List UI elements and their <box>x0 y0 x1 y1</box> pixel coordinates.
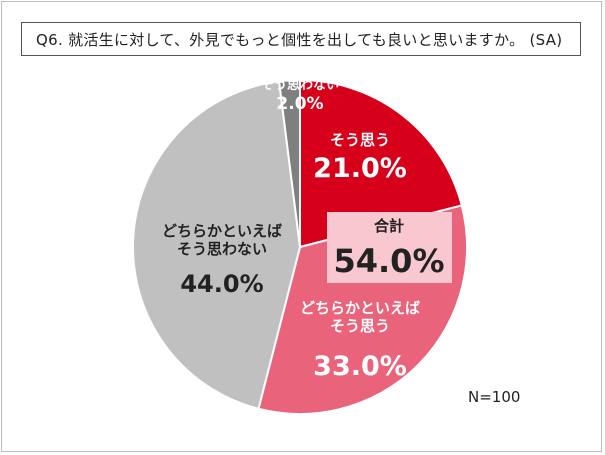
slice-3-name-line-1: どちらかといえば <box>162 222 282 240</box>
slice-2-name-line-1: どちらかといえば <box>300 299 420 317</box>
slice-1-value: 21.0% <box>313 153 407 184</box>
question-title-box: Q6. 就活生に対して、外見でもっと個性を出しても良いと思いますか。 (SA) <box>21 22 581 56</box>
pie-slice-1 <box>299 78 463 249</box>
total-box <box>327 212 452 283</box>
slice-3-value: 44.0% <box>180 270 263 298</box>
slice-1-name-line-1: そう思う <box>330 131 390 149</box>
slice-2-name-line-2: そう思う <box>330 317 390 335</box>
slice-2-value: 33.0% <box>313 351 407 382</box>
question-title: Q6. 就活生に対して、外見でもっと個性を出しても良いと思いますか。 (SA) <box>36 30 563 49</box>
slice-4-value: 2.0% <box>276 94 323 114</box>
sample-size-label: N=100 <box>468 388 521 406</box>
slice-4-name-line-1: そう思わない <box>261 78 339 93</box>
pie-slices <box>132 78 468 415</box>
pie-slice-3 <box>132 80 302 410</box>
slice-3-name-line-2: そう思わない <box>177 240 267 258</box>
total-value: 54.0% <box>333 242 444 280</box>
total-label: 合計 <box>373 217 404 235</box>
pie-labels: そう思う21.0%どちらかといえばそう思う33.0%どちらかといえばそう思わない… <box>162 78 452 382</box>
pie-slice-4 <box>277 78 301 248</box>
